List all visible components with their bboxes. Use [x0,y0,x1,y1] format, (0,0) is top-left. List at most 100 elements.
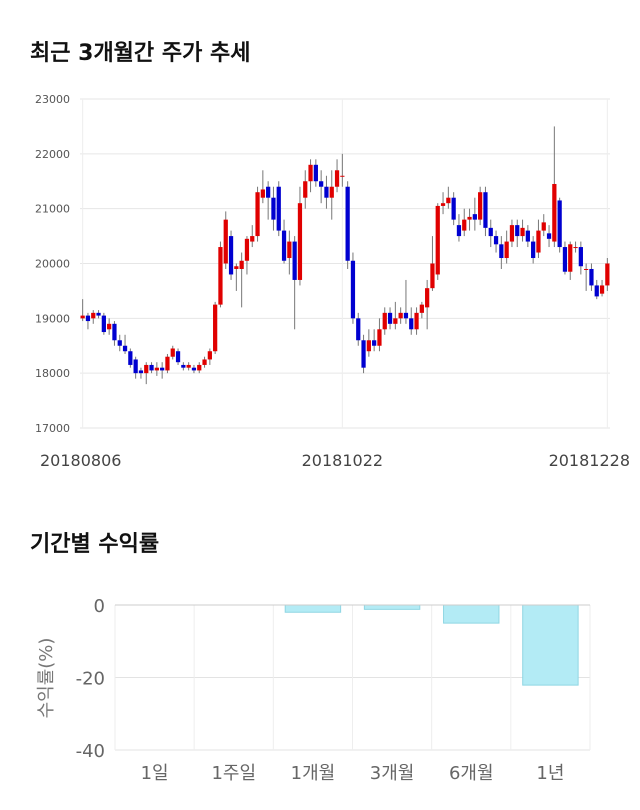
candle-body [493,236,499,245]
x-tick-label: 3개월 [370,763,415,784]
candle-body [244,238,250,261]
candle-body [96,312,101,316]
candle-body [403,312,409,319]
y-tick-label: 18000 [35,367,70,380]
candle-body [138,370,144,374]
candle-body [117,340,122,346]
bar [522,604,579,686]
candle-body [303,181,308,198]
candle-body [345,186,350,261]
candle-body [308,164,313,182]
candle-body [313,164,318,182]
candle-body [393,318,398,324]
candle-body [80,315,85,319]
candle-body [112,323,117,341]
candle-body [382,312,387,330]
candle-body [515,225,520,237]
candle-body [234,266,239,269]
candle-body [361,340,366,368]
candle-body [541,222,546,231]
candle-body [160,367,165,371]
candle-body [356,318,361,341]
candle-body [398,312,403,319]
candle-body [107,323,112,330]
candle-body [584,268,589,270]
candle-body [520,227,525,237]
candle-body [191,367,197,371]
candle-body [319,181,324,187]
candle-body [546,233,552,239]
candle-body [340,175,345,177]
candle-body [271,197,276,220]
candle-body [149,364,154,371]
candle-body [578,247,583,267]
candle-body [462,219,467,231]
candle-body [207,351,212,360]
y-tick-label: 20000 [35,258,70,271]
x-tick-label: 1주일 [211,763,256,784]
y-tick-label: -20 [76,669,105,690]
y-tick-label: 23000 [35,93,70,106]
candle-body [440,203,446,206]
candle-body [483,192,488,228]
candle-body [414,312,419,330]
bar [443,604,500,624]
x-tick-label: 1개월 [291,763,336,784]
candle-body [334,170,340,187]
candle-body [324,186,329,198]
candle-body [144,364,149,374]
candle-body [536,230,541,253]
candle-body [85,315,91,322]
x-tick-label: 20180806 [40,451,121,470]
candle-body [154,367,159,371]
candle-body [372,340,377,346]
candle-body [573,247,578,249]
candle-body [599,285,605,294]
candle-body [266,186,271,198]
candle-body [435,205,440,275]
candle-body [223,219,228,264]
candle-body [91,312,96,319]
candle-body [419,304,424,313]
candle-body [350,260,356,319]
candle-body [366,340,371,352]
candle-body [377,329,382,346]
x-tick-label: 1년 [536,763,564,784]
candle-body [165,356,170,371]
candle-body [488,227,493,237]
candle-body [250,236,255,242]
y-axis-label: 수익률(%) [36,638,57,719]
y-tick-label: 17000 [35,422,70,435]
y-tick-label: 22000 [35,148,70,161]
candle-body [197,364,202,371]
x-tick-label: 1일 [141,763,169,784]
candle-body [181,364,186,368]
bar [284,604,342,613]
candle-body [186,364,191,368]
y-tick-label: 0 [94,596,105,617]
candle-body [133,359,138,374]
candle-body [128,351,133,365]
candle-body [409,318,414,330]
candle-body [472,214,477,220]
candle-body [255,192,260,237]
candle-body [218,247,223,305]
candle-body [202,359,207,365]
candle-body [430,263,435,289]
candle-body [276,186,281,231]
candle-body [292,241,297,280]
candle-body [260,189,265,198]
candle-body [499,244,504,259]
candle-body [387,312,393,324]
y-tick-label: 21000 [35,203,70,216]
candle-body [101,315,106,333]
candle-body [228,236,234,275]
candle-body [297,203,303,280]
candle-body [446,197,451,204]
chart-title: 최근 3개월간 주가 추세 [30,41,250,66]
candle-body [456,225,462,237]
candle-body [568,244,573,272]
candle-body [562,247,568,272]
